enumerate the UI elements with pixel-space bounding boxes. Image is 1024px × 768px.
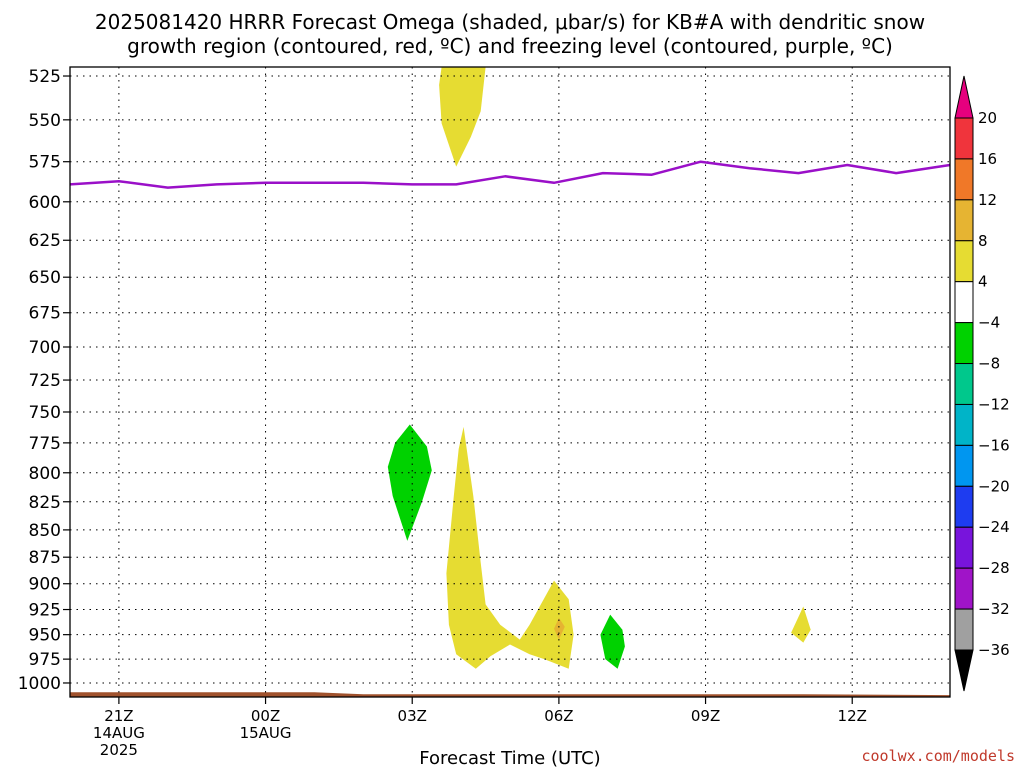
omega-region-5 (600, 614, 625, 669)
colorbar-segment (954, 444, 974, 487)
colorbar-label: 16 (978, 150, 997, 168)
colorbar-label: −12 (978, 395, 1010, 413)
y-tick-label: 925 (29, 601, 61, 621)
colorbar-segment (954, 117, 974, 160)
y-tick-label: 950 (29, 626, 61, 646)
y-tick-label: 875 (29, 548, 61, 568)
credit-text: coolwx.com/models (861, 747, 1015, 765)
omega-region-1 (439, 67, 486, 167)
colorbar-segment (954, 608, 974, 651)
x-tick-label: 09Z (691, 707, 720, 725)
y-tick-label: 725 (29, 371, 61, 391)
colorbar-segment (954, 281, 974, 324)
y-tick-label: 575 (29, 153, 61, 173)
colorbar-label: −8 (978, 355, 1000, 373)
y-tick-label: 975 (29, 650, 61, 670)
freezing-level-line (69, 160, 951, 189)
chart-title-line-1: 2025081420 HRRR Forecast Omega (shaded, … (95, 10, 925, 34)
y-tick-label: 900 (29, 575, 61, 595)
y-tick-label: 550 (29, 111, 61, 131)
y-axis: 525 550 575 600 625 650 675 700 725 750 775 800 825 8… (18, 67, 70, 694)
colorbar-label: 4 (978, 273, 988, 291)
x-tick-label: 06Z (544, 707, 573, 725)
omega-region-6 (791, 606, 811, 643)
omega-region-3 (446, 426, 574, 669)
colorbar-segment (954, 240, 974, 283)
x-tick-label: 14AUG (93, 724, 145, 742)
colorbar-label: 20 (978, 109, 997, 127)
colorbar-bottom-triangle (954, 649, 974, 692)
y-tick-label: 600 (29, 193, 61, 213)
y-tick-label: 850 (29, 521, 61, 541)
omega-region-4 (554, 617, 565, 640)
colorbar-label: −4 (978, 314, 1000, 332)
y-tick-label: 800 (29, 464, 61, 484)
colorbar-segment (954, 363, 974, 405)
x-tick-label: 21Z (104, 707, 133, 725)
x-tick-label: 00Z (251, 707, 280, 725)
colorbar-segment (954, 526, 974, 569)
colorbar-label: 8 (978, 232, 988, 250)
y-tick-label: 625 (29, 231, 61, 251)
colorbar-label: −32 (978, 600, 1010, 618)
plot-area (69, 67, 951, 697)
terrain-area (70, 692, 950, 697)
x-tick-label: 2025 (100, 741, 138, 759)
colorbar-segment (954, 158, 974, 201)
colorbar-segment (954, 485, 974, 528)
colorbar-segment (954, 403, 974, 446)
y-tick-label: 1000 (18, 674, 61, 694)
chart-title-line-2: growth region (contoured, red, ºC) and f… (127, 34, 893, 58)
y-tick-label: 700 (29, 338, 61, 358)
colorbar-label: −28 (978, 559, 1010, 577)
x-tick-label: 03Z (398, 707, 427, 725)
colorbar-label: −24 (978, 518, 1010, 536)
y-tick-label: 525 (29, 67, 61, 87)
colorbar-segment (954, 567, 974, 610)
y-tick-label: 675 (29, 304, 61, 324)
y-tick-label: 825 (29, 493, 61, 513)
y-tick-label: 775 (29, 434, 61, 454)
colorbar-label: −36 (978, 641, 1010, 659)
x-tick-label: 15AUG (240, 724, 292, 742)
colorbar-segment (954, 322, 974, 365)
colorbar: 20 16 12 8 4 −4 −8 −12 −16 −20 −24 −28 −32 −36 (954, 75, 1010, 692)
colorbar-label: −20 (978, 477, 1010, 495)
colorbar-label: 12 (978, 191, 997, 209)
colorbar-segment (954, 199, 974, 242)
plot-frame (69, 66, 951, 698)
y-tick-label: 650 (29, 268, 61, 288)
x-axis-label: Forecast Time (UTC) (419, 748, 600, 768)
omega-region-2 (387, 424, 432, 541)
y-tick-label: 750 (29, 403, 61, 423)
colorbar-label: −16 (978, 436, 1010, 454)
x-tick-label: 12Z (838, 707, 867, 725)
